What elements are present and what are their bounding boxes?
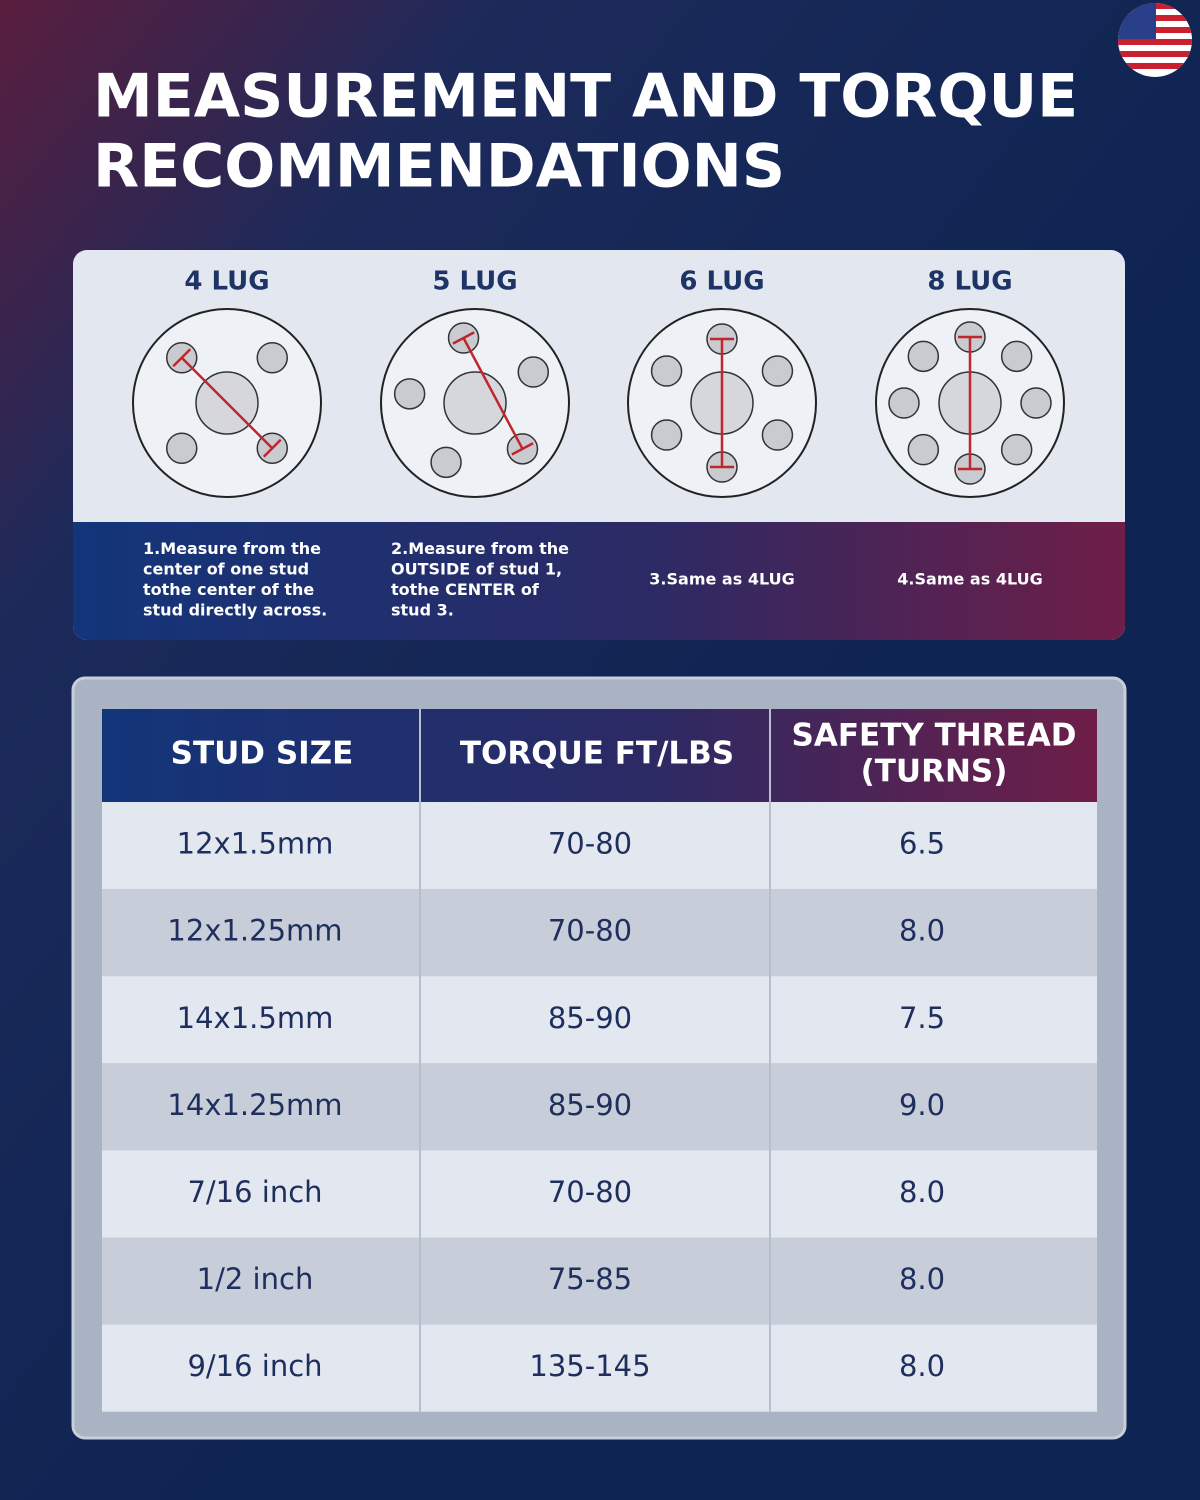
lug-caption: stud directly across. xyxy=(143,600,327,619)
table-cell: 85-90 xyxy=(548,1088,632,1122)
stud xyxy=(650,419,683,451)
table-cell: 6.5 xyxy=(899,827,945,861)
lug-caption: OUTSIDE of stud 1, xyxy=(391,559,562,578)
table-row xyxy=(102,802,1097,890)
table-cell: 8.0 xyxy=(899,1349,945,1383)
lug-caption: 2.Measure from the xyxy=(391,539,569,558)
stud xyxy=(256,341,289,374)
table-cell: 75-85 xyxy=(548,1262,632,1296)
table-cell: 85-90 xyxy=(548,1001,632,1035)
lug-caption: tothe center of the xyxy=(143,580,314,599)
lug-label: 6 LUG xyxy=(679,267,764,297)
lug-caption: 3.Same as 4LUG xyxy=(649,570,794,589)
stud xyxy=(517,356,550,388)
measure-cap xyxy=(511,442,534,456)
stud xyxy=(1020,387,1052,419)
table-cell: 7.5 xyxy=(899,1001,945,1035)
table-cell: 1/2 inch xyxy=(197,1262,314,1296)
table: STUD SIZE TORQUE FT/LBS SAFETY THREAD(TURN… xyxy=(102,709,1097,1412)
measure-cap xyxy=(452,331,475,345)
stud xyxy=(888,387,920,419)
table-row xyxy=(102,1063,1097,1151)
stud xyxy=(907,433,940,466)
measure-cap xyxy=(172,348,192,368)
table-cell: 7/16 inch xyxy=(187,1175,322,1209)
table-header: STUD SIZE xyxy=(171,736,354,772)
table-row xyxy=(102,1237,1097,1325)
table-row xyxy=(102,976,1097,1064)
lug-label: 4 LUG xyxy=(184,267,269,297)
table-header: (TURNS) xyxy=(861,754,1008,790)
stud xyxy=(1000,340,1033,373)
lug-caption: 4.Same as 4LUG xyxy=(897,570,1042,589)
lug-caption: tothe CENTER of xyxy=(391,580,540,599)
measure-cap xyxy=(262,438,282,458)
title-line: MEASUREMENT AND TORQUE xyxy=(93,62,1078,132)
flag xyxy=(1118,3,1192,77)
table-header-bg xyxy=(102,709,1097,802)
stud xyxy=(907,340,940,373)
table-cell: 12x1.5mm xyxy=(177,827,334,861)
lug-caption: 1.Measure from the xyxy=(143,539,321,558)
table-cell: 70-80 xyxy=(548,827,632,861)
stud xyxy=(393,378,426,410)
lug-label: 8 LUG xyxy=(927,267,1012,297)
table-cell: 135-145 xyxy=(529,1349,650,1383)
table-cell: 70-80 xyxy=(548,1175,632,1209)
table-cell: 8.0 xyxy=(899,1175,945,1209)
table-cell: 14x1.5mm xyxy=(177,1001,334,1035)
table-header: SAFETY THREAD xyxy=(792,718,1077,754)
table-cell: 8.0 xyxy=(899,1262,945,1296)
stud xyxy=(761,419,794,451)
stud xyxy=(761,355,794,387)
table-cell: 9.0 xyxy=(899,1088,945,1122)
lug-caption: center of one stud xyxy=(143,559,309,578)
table-cell: 12x1.25mm xyxy=(167,914,342,948)
stud xyxy=(650,355,683,387)
stud xyxy=(1000,433,1033,466)
table-row xyxy=(102,889,1097,977)
stud xyxy=(165,432,198,465)
table-cell: 8.0 xyxy=(899,914,945,948)
table-row xyxy=(102,1324,1097,1412)
table-row xyxy=(102,1150,1097,1238)
table-cell: 70-80 xyxy=(548,914,632,948)
stud xyxy=(430,446,462,479)
table-cell: 9/16 inch xyxy=(187,1349,322,1383)
lug-label: 5 LUG xyxy=(432,267,517,297)
title-line: RECOMMENDATIONS xyxy=(93,132,785,202)
measure-line xyxy=(180,356,274,450)
lug-caption: stud 3. xyxy=(391,600,454,619)
measure-line xyxy=(462,337,524,450)
table-cell: 14x1.25mm xyxy=(167,1088,342,1122)
table-header: TORQUE FT/LBS xyxy=(460,736,734,772)
